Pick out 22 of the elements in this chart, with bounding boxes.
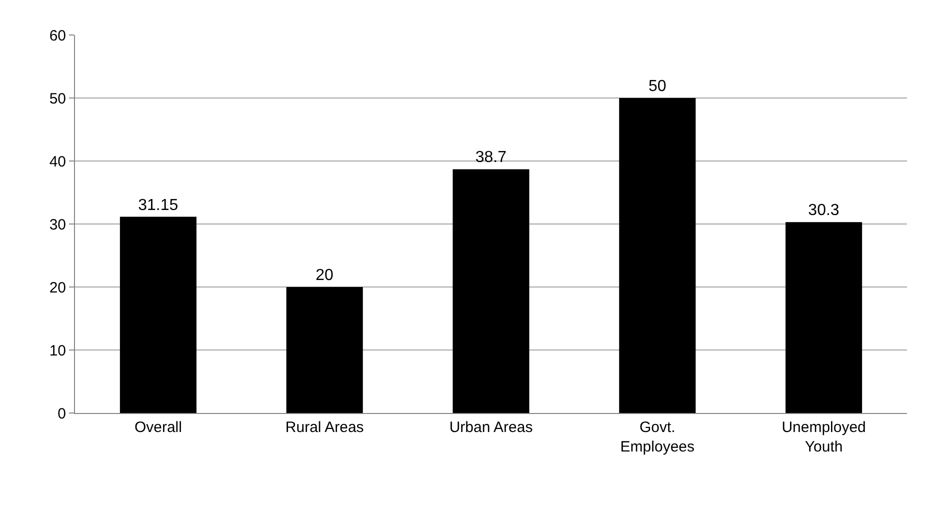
- data-label: 20: [316, 267, 334, 284]
- y-tick-label: 0: [58, 405, 66, 422]
- y-tick-label: 30: [49, 216, 66, 234]
- bar: [452, 169, 530, 413]
- y-tick-label: 40: [49, 153, 66, 170]
- data-label: 31.15: [138, 196, 178, 214]
- x-tick-label: Govt. Employees: [620, 419, 694, 456]
- y-tick-label: 60: [49, 27, 66, 44]
- y-tick-label: 10: [49, 342, 66, 360]
- x-tick-label: Unemployed Youth: [782, 419, 866, 456]
- y-tick-label: 20: [49, 279, 66, 296]
- x-tick-label: Urban Areas: [449, 419, 533, 436]
- bar: [786, 222, 862, 413]
- x-tick-label: Overall: [134, 419, 182, 436]
- bar: [619, 98, 696, 413]
- x-tick-label: Rural Areas: [285, 419, 364, 436]
- y-tick-label: 50: [49, 90, 66, 108]
- data-label: 50: [648, 78, 666, 95]
- bar: [120, 216, 196, 413]
- bar: [286, 287, 363, 413]
- data-label: 38.7: [475, 149, 507, 166]
- data-label: 30.3: [808, 202, 840, 220]
